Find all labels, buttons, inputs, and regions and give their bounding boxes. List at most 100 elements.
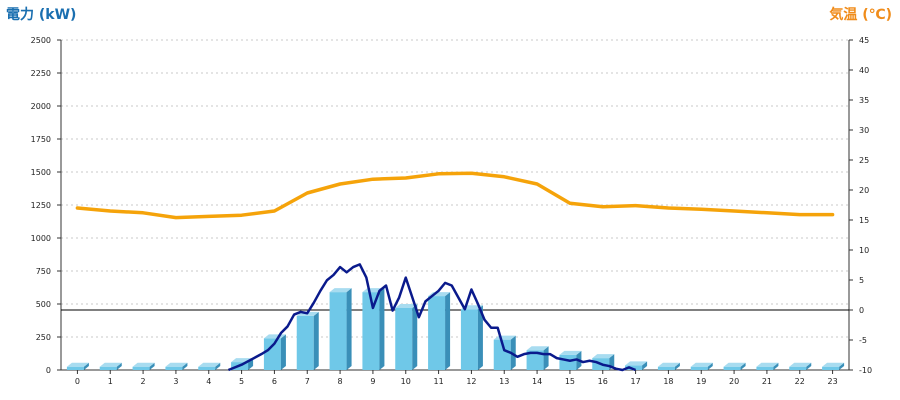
left-axis-title: 電力 (kW) [6, 7, 77, 23]
power-bar [789, 362, 812, 370]
power-bar-front [690, 366, 708, 370]
right-axis-tick-label: 35 [859, 96, 869, 105]
power-bar-top [822, 362, 845, 367]
power-bar [296, 311, 319, 370]
x-axis-tick-label: 18 [663, 377, 673, 386]
power-bar-top [526, 346, 549, 351]
power-bar [625, 361, 648, 370]
power-bar-side [313, 311, 319, 370]
x-axis-tick-label: 21 [762, 377, 772, 386]
power-bar-side [806, 362, 812, 370]
x-axis-tick-label: 0 [75, 377, 80, 386]
power-bar-side [674, 362, 680, 370]
power-bar-side [379, 288, 385, 370]
x-axis-tick-label: 3 [173, 377, 178, 386]
power-bar-top [789, 362, 812, 367]
left-axis-tick-label: 1750 [31, 135, 51, 144]
power-bar-top [132, 362, 155, 367]
left-axis-tick-label: 2000 [31, 102, 51, 111]
power-bar-front [460, 309, 478, 370]
power-bar-top [66, 362, 89, 367]
x-axis-tick-label: 10 [401, 377, 411, 386]
power-bar-front [395, 307, 413, 370]
right-axis-tick-label: 40 [859, 66, 869, 75]
x-axis-tick-label: 14 [532, 377, 542, 386]
left-axis-tick-label: 500 [36, 300, 51, 309]
x-axis-tick-label: 22 [795, 377, 805, 386]
power-bar-side [445, 292, 451, 370]
power-bar-side [477, 305, 483, 370]
power-bar-side [182, 362, 188, 370]
power-bar-top [559, 350, 582, 355]
power-bar-front [66, 366, 84, 370]
power-bar-front [559, 354, 577, 370]
right-axis-tick-label: -10 [859, 366, 872, 375]
x-axis-tick-label: 7 [305, 377, 310, 386]
right-axis-tick-label: -5 [859, 336, 867, 345]
x-axis-tick-label: 1 [108, 377, 113, 386]
power-bar-top [99, 362, 122, 367]
x-axis-tick-label: 17 [630, 377, 640, 386]
power-bar-side [83, 362, 89, 370]
power-bar-side [116, 362, 122, 370]
power-bar [263, 334, 286, 370]
power-bar-front [526, 350, 544, 370]
power-bar-side [642, 361, 648, 370]
power-bar-front [822, 366, 840, 370]
power-bar-side [510, 335, 516, 370]
power-bar [756, 362, 779, 370]
power-bar [657, 362, 680, 370]
right-axis-tick-label: 15 [859, 216, 869, 225]
right-axis-tick-label: 5 [859, 276, 864, 285]
right-axis-title: 気温 (℃) [829, 7, 892, 23]
power-bar [395, 303, 418, 370]
power-bar-front [428, 296, 446, 370]
power-line [227, 263, 637, 372]
power-bar [132, 362, 155, 370]
power-bar [526, 346, 549, 370]
power-bar-front [99, 366, 117, 370]
power-bar [99, 362, 122, 370]
power-bar-front [165, 366, 183, 370]
power-bar-top [395, 303, 418, 308]
x-axis-tick-label: 16 [598, 377, 608, 386]
power-bar [428, 292, 451, 370]
power-bar [460, 305, 483, 370]
temperature-line [75, 171, 835, 220]
power-bar-front [657, 366, 675, 370]
power-bar-front [493, 339, 511, 370]
power-bar-top [592, 354, 615, 359]
power-bar-front [756, 366, 774, 370]
x-axis-tick-label: 12 [466, 377, 476, 386]
power-bar-top [198, 362, 221, 367]
power-bar-top [657, 362, 680, 367]
power-bar-side [543, 346, 549, 370]
x-axis-tick-label: 19 [696, 377, 706, 386]
x-axis-tick-label: 6 [272, 377, 277, 386]
left-axis-tick-label: 2500 [31, 36, 51, 45]
power-bar-front [329, 292, 347, 370]
x-axis-tick-label: 4 [206, 377, 211, 386]
x-axis-tick-label: 20 [729, 377, 739, 386]
power-bar-side [346, 288, 352, 370]
x-axis-tick-label: 8 [338, 377, 343, 386]
power-bar-front [296, 315, 314, 370]
power-bar-front [263, 338, 281, 370]
power-bar-top [690, 362, 713, 367]
left-axis-tick-label: 0 [46, 366, 51, 375]
right-axis-tick-label: 0 [859, 306, 864, 315]
power-bar-top [756, 362, 779, 367]
power-bar-side [248, 358, 254, 370]
right-axis-tick-label: 30 [859, 126, 869, 135]
power-bar-top [165, 362, 188, 367]
power-bar-side [740, 362, 746, 370]
power-bar-side [707, 362, 713, 370]
power-bar [165, 362, 188, 370]
power-bar [329, 288, 352, 370]
power-bar-top [723, 362, 746, 367]
power-bar-front [198, 366, 216, 370]
power-bar-top [329, 288, 352, 293]
x-axis-tick-label: 2 [141, 377, 146, 386]
x-axis-tick-label: 15 [565, 377, 575, 386]
